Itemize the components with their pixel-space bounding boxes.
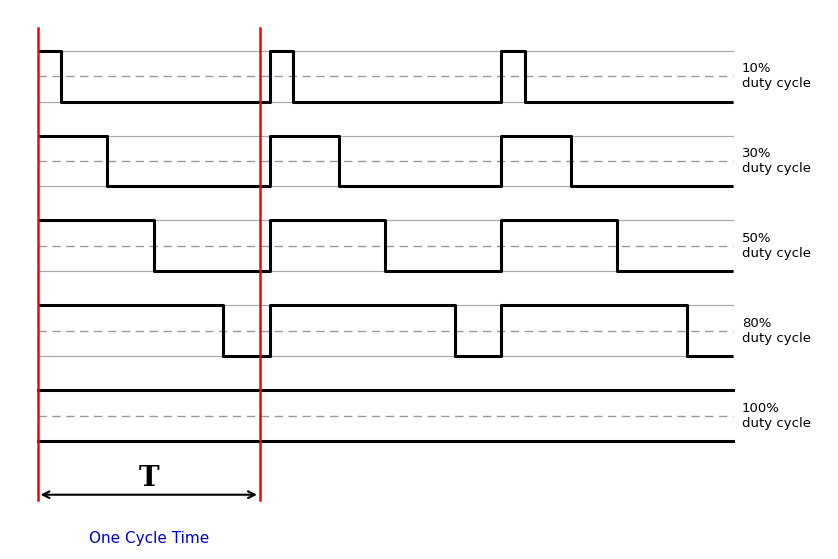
Text: 50%
duty cycle: 50% duty cycle [742,232,810,260]
Text: T: T [138,465,159,492]
Text: 10%
duty cycle: 10% duty cycle [742,62,810,90]
Text: 30%
duty cycle: 30% duty cycle [742,147,810,175]
Text: One Cycle Time: One Cycle Time [89,531,209,546]
Text: 100%
duty cycle: 100% duty cycle [742,402,810,430]
Text: 80%
duty cycle: 80% duty cycle [742,317,810,345]
